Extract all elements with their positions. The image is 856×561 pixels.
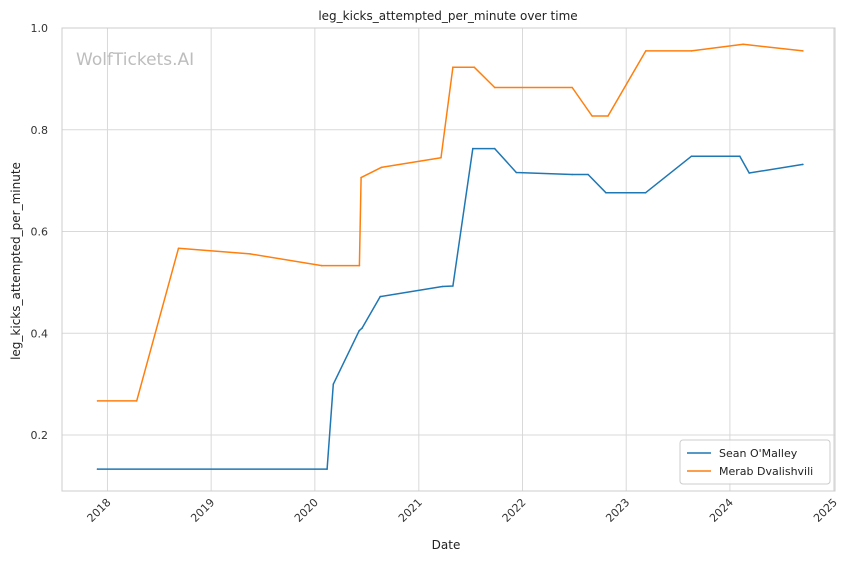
data-point-sean-o-malley-1 xyxy=(326,468,328,470)
data-point-merab-dvalishvili-13 xyxy=(591,115,593,117)
data-point-sean-o-malley-3 xyxy=(358,329,361,332)
y-tick-label-0.6: 0.6 xyxy=(31,226,49,239)
data-point-sean-o-malley-5 xyxy=(379,295,382,298)
data-point-sean-o-malley-4 xyxy=(361,327,363,330)
data-point-sean-o-malley-7 xyxy=(452,285,454,287)
y-axis-label: leg_kicks_attempted_per_minute xyxy=(9,162,23,360)
plot-area-frame xyxy=(61,27,836,492)
data-point-sean-o-malley-10 xyxy=(515,171,518,174)
legend: Sean O'Malley Merab Dvalishvili xyxy=(679,439,831,485)
data-point-merab-dvalishvili-15 xyxy=(645,50,647,52)
data-point-merab-dvalishvili-14 xyxy=(607,115,609,117)
legend-label-merab-dvalishvili: Merab Dvalishvili xyxy=(719,465,813,478)
data-point-merab-dvalishvili-11 xyxy=(493,86,496,89)
data-point-merab-dvalishvili-5 xyxy=(358,264,361,267)
y-tick-label-0.2: 0.2 xyxy=(31,429,49,442)
data-point-sean-o-malley-8 xyxy=(472,147,474,150)
data-point-merab-dvalishvili-17 xyxy=(742,43,744,46)
data-point-sean-o-malley-2 xyxy=(332,383,335,386)
data-point-sean-o-malley-0 xyxy=(96,468,99,470)
y-tick-label-0.8: 0.8 xyxy=(31,124,49,137)
data-point-sean-o-malley-12 xyxy=(587,173,589,176)
y-tick-label-0.4: 0.4 xyxy=(31,327,49,340)
data-point-sean-o-malley-18 xyxy=(802,163,804,166)
data-point-sean-o-malley-9 xyxy=(493,147,496,150)
data-point-merab-dvalishvili-2 xyxy=(177,247,180,250)
watermark: WolfTickets.AI xyxy=(76,50,194,70)
data-point-merab-dvalishvili-16 xyxy=(690,50,693,52)
data-point-merab-dvalishvili-0 xyxy=(96,400,99,402)
chart-title: leg_kicks_attempted_per_minute over time xyxy=(318,9,577,23)
data-point-merab-dvalishvili-7 xyxy=(380,166,383,169)
data-point-sean-o-malley-11 xyxy=(571,173,573,176)
data-point-merab-dvalishvili-8 xyxy=(440,156,442,159)
x-axis-label: Date xyxy=(432,538,461,552)
data-point-sean-o-malley-15 xyxy=(690,155,693,157)
data-point-sean-o-malley-16 xyxy=(739,155,741,157)
data-point-sean-o-malley-13 xyxy=(605,192,607,194)
grid xyxy=(62,27,835,491)
data-point-merab-dvalishvili-3 xyxy=(249,253,251,255)
data-point-sean-o-malley-17 xyxy=(748,172,750,174)
data-point-merab-dvalishvili-10 xyxy=(473,66,476,68)
data-point-merab-dvalishvili-9 xyxy=(452,66,454,68)
data-point-sean-o-malley-14 xyxy=(644,192,647,194)
y-tick-label-1.0: 1.0 xyxy=(31,22,49,35)
data-point-merab-dvalishvili-1 xyxy=(135,400,138,402)
legend-label-sean-omalley: Sean O'Malley xyxy=(719,447,798,460)
series-lines xyxy=(96,43,804,470)
data-point-merab-dvalishvili-12 xyxy=(571,86,573,89)
data-point-merab-dvalishvili-6 xyxy=(360,176,362,179)
data-point-sean-o-malley-6 xyxy=(441,285,444,288)
legend-box xyxy=(679,439,831,485)
data-point-merab-dvalishvili-18 xyxy=(802,50,804,52)
data-point-merab-dvalishvili-4 xyxy=(320,264,323,267)
y-tick-labels: 0.2 0.4 0.6 0.8 1.0 xyxy=(31,22,49,442)
